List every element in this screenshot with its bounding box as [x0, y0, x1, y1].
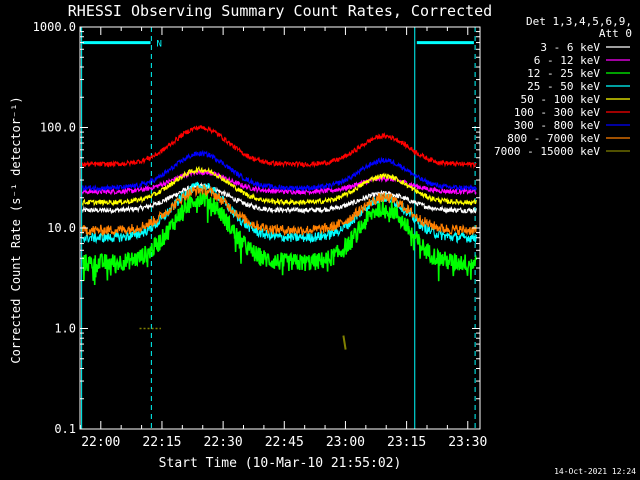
series-line-7 — [81, 184, 477, 237]
series-line-5 — [81, 125, 477, 169]
legend-label-3: 25 - 50 keV — [527, 80, 600, 93]
x-tick-label-5: 23:15 — [387, 435, 426, 450]
legend-label-2: 12 - 25 keV — [527, 67, 600, 80]
x-tick-label-1: 22:15 — [142, 435, 181, 450]
x-tick-label-6: 23:30 — [448, 435, 487, 450]
plot-area: N — [81, 27, 478, 429]
series-line-6 — [81, 149, 477, 193]
legend-label-8: 7000 - 15000 keV — [494, 145, 600, 158]
y-tick-label-4: 1000.0 — [33, 20, 76, 34]
x-tick-label-4: 23:00 — [326, 435, 365, 450]
y-tick-label-0: 0.1 — [54, 422, 76, 436]
spike-1 — [342, 335, 347, 350]
x-tick-label-3: 22:45 — [265, 435, 304, 450]
axes: 0.1 1.0 10.0 100.0 1000.0 22:00 22:15 22:30 22:4… — [33, 20, 488, 450]
legend-header-2: Att 0 — [599, 27, 632, 40]
series-line-2 — [81, 190, 478, 286]
legend-label-7: 800 - 7000 keV — [507, 132, 600, 145]
legend-label-6: 300 - 800 keV — [514, 119, 600, 132]
x-axis-label: Start Time (10-Mar-10 21:55:02) — [159, 456, 402, 471]
legend-label-1: 6 - 12 keV — [534, 54, 601, 67]
legend-label-4: 50 - 100 keV — [521, 93, 601, 106]
x-tick-label-2: 22:30 — [204, 435, 243, 450]
legend-label-0: 3 - 6 keV — [540, 41, 600, 54]
series-line-4 — [81, 165, 477, 207]
y-tick-label-2: 10.0 — [47, 221, 76, 235]
legend-label-5: 100 - 300 keV — [514, 106, 600, 119]
y-tick-label-1: 1.0 — [54, 322, 76, 336]
y-tick-label-3: 100.0 — [40, 121, 76, 135]
legend-header-1: Det 1,3,4,5,6,9, — [526, 15, 632, 28]
x-tick-label-0: 22:00 — [81, 435, 120, 450]
chart-title: RHESSI Observing Summary Count Rates, Co… — [68, 2, 492, 20]
flag-n-label: N — [157, 40, 162, 50]
series-line-0 — [81, 182, 477, 215]
y-axis-label: Corrected Count Rate (s⁻¹ detector⁻¹) — [9, 96, 23, 363]
timestamp: 14-Oct-2021 12:24 — [554, 467, 636, 476]
